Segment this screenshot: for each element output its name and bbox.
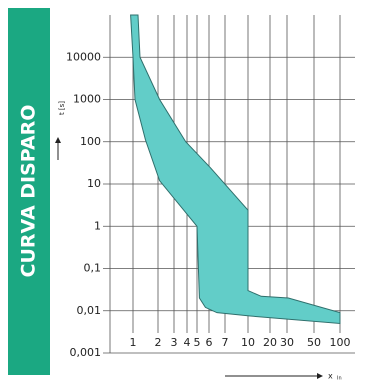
y-tick-label: 100 — [80, 135, 101, 148]
x-axis-label-sub: In — [337, 376, 342, 382]
side-band — [8, 8, 50, 375]
x-tick-label: 30 — [280, 336, 294, 349]
x-arrow-head — [317, 373, 323, 379]
x-tick-label: 2 — [155, 336, 162, 349]
x-tick-label: 1 — [130, 336, 137, 349]
y-tick-label: 10000 — [66, 50, 101, 63]
x-tick-label: 7 — [222, 336, 229, 349]
y-tick-label: 0,001 — [70, 346, 102, 359]
x-tick-label: 10 — [241, 336, 255, 349]
x-axis-label: x — [328, 372, 333, 381]
x-tick-label: 6 — [206, 336, 213, 349]
trip-band — [130, 14, 341, 325]
x-tick-label: 4 — [184, 336, 191, 349]
x-tick-label: 5 — [194, 336, 201, 349]
y-tick-label: 0,01 — [77, 304, 102, 317]
y-tick-label: 0,1 — [84, 262, 102, 275]
y-tick-label: 1000 — [73, 93, 101, 106]
y-tick-label: 10 — [87, 177, 101, 190]
x-tick-label: 50 — [307, 336, 321, 349]
y-arrow-head — [55, 137, 61, 143]
y-axis-label: t [s] — [58, 101, 66, 115]
x-tick-label: 3 — [171, 336, 178, 349]
y-tick-label: 1 — [94, 219, 101, 232]
x-tick-label: 20 — [263, 336, 277, 349]
x-tick-label: 100 — [330, 336, 351, 349]
side-title: CURVA DISPARO — [18, 105, 40, 278]
